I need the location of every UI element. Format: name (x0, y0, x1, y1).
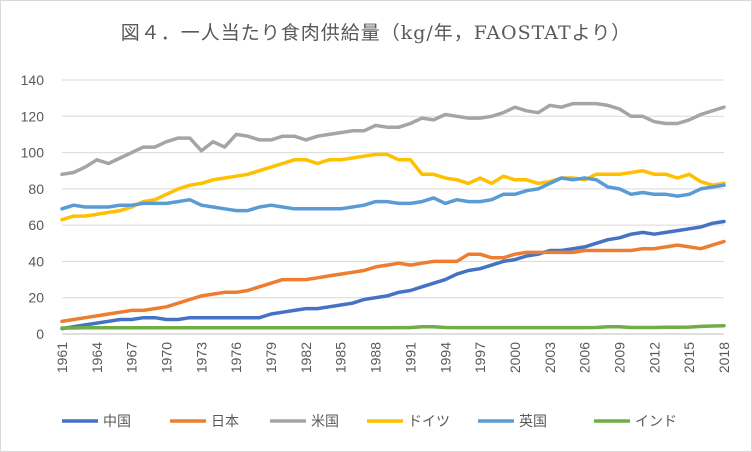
x-tick-label: 1988 (368, 342, 384, 373)
x-tick-label: 2015 (681, 342, 697, 373)
y-tick-label: 0 (36, 326, 44, 342)
x-tick-label: 1961 (54, 342, 70, 373)
legend-item: 中国 (62, 414, 131, 430)
y-tick-label: 100 (21, 145, 45, 161)
legend: 中国 日本 米国 ドイツ 英国 インド (62, 413, 677, 430)
y-tick-label: 40 (28, 253, 44, 269)
series-line-4 (60, 176, 726, 213)
series-lines (60, 101, 726, 331)
x-tick-label: 1970 (159, 342, 175, 373)
x-tick-label: 1964 (89, 342, 105, 373)
x-tick-label: 2018 (716, 342, 732, 373)
x-tick-label: 1997 (472, 342, 488, 373)
legend-item: ドイツ (367, 414, 450, 430)
legend-label: ドイツ (408, 414, 450, 430)
legend-label: 米国 (311, 414, 339, 430)
series-line-3 (60, 152, 726, 222)
legend-label: 中国 (103, 414, 131, 430)
x-tick-label: 1973 (193, 342, 209, 373)
legend-label: 英国 (519, 413, 547, 430)
series-line-0 (60, 219, 726, 331)
x-tick-label: 1985 (333, 342, 349, 373)
legend-item: 日本 (170, 414, 239, 430)
legend-item: インド (594, 414, 677, 430)
series-line-1 (60, 239, 726, 324)
chart-title: 図４．一人当たり食肉供給量（kg/年，FAOSTATより） (120, 22, 632, 44)
x-tick-label: 1982 (298, 342, 314, 373)
legend-label: インド (635, 414, 677, 430)
x-tick-label: 1991 (402, 342, 418, 373)
y-tick-label: 60 (28, 217, 44, 233)
y-tick-labels: 0 20 40 60 80 100 120 140 (21, 72, 45, 342)
legend-label: 日本 (211, 414, 239, 430)
x-tick-label: 1994 (437, 342, 453, 373)
x-tick-labels: 1961 1964 1967 1970 1973 1976 1979 1982 1985 1988… (54, 342, 732, 373)
x-tick-label: 2006 (577, 342, 593, 373)
y-tick-label: 20 (28, 290, 44, 306)
y-tick-label: 80 (28, 181, 44, 197)
y-tick-label: 140 (21, 72, 45, 88)
x-tick-label: 2009 (611, 342, 627, 373)
legend-item: 英国 (478, 413, 547, 430)
x-tick-label: 1967 (124, 342, 140, 373)
series-line-5 (60, 323, 726, 330)
x-tick-label: 2003 (542, 342, 558, 373)
x-tick-label: 2000 (507, 342, 523, 373)
x-tick-label: 2012 (646, 342, 662, 373)
legend-item: 米国 (270, 414, 339, 430)
x-tick-label: 1976 (228, 342, 244, 373)
y-tick-label: 120 (21, 108, 45, 124)
x-tick-label: 1979 (263, 342, 279, 373)
series-line-2 (60, 101, 726, 177)
